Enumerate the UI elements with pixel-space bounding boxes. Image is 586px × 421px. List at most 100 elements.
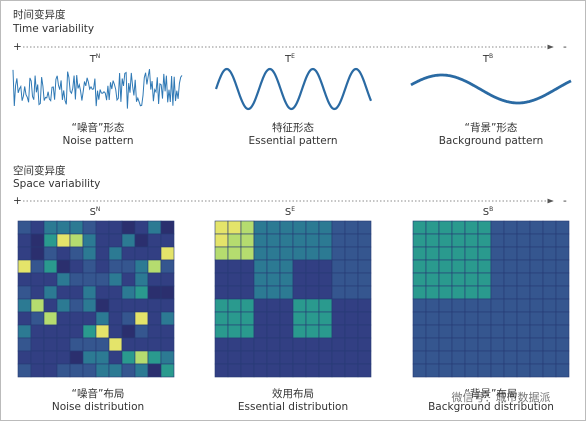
grid-cell	[412, 350, 427, 365]
grid-cell	[240, 350, 255, 365]
grid-cell	[214, 233, 229, 248]
grid-cell	[147, 246, 162, 261]
grid-cell	[279, 350, 294, 365]
grid-cell	[69, 272, 84, 287]
grid-cell	[266, 363, 281, 378]
grid-cell	[240, 311, 255, 326]
grid-cell	[227, 350, 242, 365]
grid-cell	[318, 259, 333, 274]
grid-cell	[451, 298, 466, 313]
grid-cell	[451, 350, 466, 365]
grid-cell	[464, 233, 479, 248]
panel-symbol: SB	[483, 206, 493, 219]
grid-cell	[555, 220, 570, 235]
grid-cell	[438, 298, 453, 313]
grid-cell	[279, 324, 294, 339]
grid-cell	[121, 233, 136, 248]
grid-cell	[425, 298, 440, 313]
grid-cell	[412, 272, 427, 287]
grid-cell	[214, 259, 229, 274]
grid-cell	[17, 337, 32, 352]
grid-cell	[214, 285, 229, 300]
grid-cell	[412, 363, 427, 378]
symbol-base: S	[285, 207, 291, 218]
grid-cell	[477, 363, 492, 378]
grid-cell	[82, 350, 97, 365]
grid-cell	[425, 363, 440, 378]
grid-cell	[542, 350, 557, 365]
axis-end: +	[13, 195, 22, 207]
grid-cell	[134, 337, 149, 352]
caption-en: Noise distribution	[52, 401, 144, 413]
grid-cell	[82, 285, 97, 300]
grid-cell	[412, 246, 427, 261]
grid-cell	[412, 259, 427, 274]
grid-cell	[121, 311, 136, 326]
caption-zh: 效用布局	[272, 387, 314, 400]
grid-cell	[412, 298, 427, 313]
grid-cell	[69, 311, 84, 326]
grid-cell	[555, 350, 570, 365]
grid-cell	[253, 363, 268, 378]
grid-cell	[121, 337, 136, 352]
panel-symbol: TE	[284, 53, 295, 66]
grid-cell	[344, 324, 359, 339]
caption-en: Background pattern	[439, 135, 544, 147]
grid-cell	[516, 363, 531, 378]
grid-cell	[529, 324, 544, 339]
grid-cell	[134, 220, 149, 235]
grid-cell	[477, 350, 492, 365]
caption-en: Noise pattern	[62, 135, 133, 147]
axis-end: +	[13, 41, 22, 53]
grid-cell	[503, 246, 518, 261]
grid-cell	[464, 220, 479, 235]
grid-cell	[344, 272, 359, 287]
grid-cell	[253, 311, 268, 326]
grid-cell	[438, 220, 453, 235]
section-title: 时间变异度	[13, 8, 66, 21]
grid-cell	[490, 363, 505, 378]
grid-cell	[30, 220, 45, 235]
grid-cell	[477, 233, 492, 248]
grid-cell	[69, 220, 84, 235]
grid-cell	[292, 311, 307, 326]
grid-cell	[503, 337, 518, 352]
grid-cell	[266, 350, 281, 365]
grid-cell	[30, 298, 45, 313]
grid-cell	[451, 272, 466, 287]
caption-en: Background distribution	[428, 401, 554, 413]
grid-cell	[503, 233, 518, 248]
grid-cell	[331, 272, 346, 287]
grid-cell	[357, 363, 372, 378]
panel-symbol: TB	[482, 53, 493, 66]
grid-cell	[318, 324, 333, 339]
grid-cell	[503, 311, 518, 326]
grid-cell	[95, 220, 110, 235]
grid-cell	[318, 363, 333, 378]
grid-cell	[555, 311, 570, 326]
grid-cell	[279, 220, 294, 235]
symbol-sup: B	[489, 206, 493, 213]
grid-cell	[292, 246, 307, 261]
grid-cell	[17, 363, 32, 378]
grid-cell	[147, 272, 162, 287]
grid-cell	[147, 233, 162, 248]
grid-cell	[451, 363, 466, 378]
grid-cell	[331, 285, 346, 300]
grid-cell	[43, 324, 58, 339]
grid-cell	[266, 298, 281, 313]
grid-cell	[542, 272, 557, 287]
grid-cell	[292, 259, 307, 274]
background-wave	[410, 73, 572, 105]
grid-cell	[17, 220, 32, 235]
grid-cell	[318, 220, 333, 235]
grid-cell	[82, 233, 97, 248]
caption-zh: “背景”形态	[465, 121, 518, 134]
grid-cell	[542, 259, 557, 274]
grid-cell	[214, 324, 229, 339]
grid-cell	[555, 246, 570, 261]
grid-cell	[344, 298, 359, 313]
grid-cell	[292, 233, 307, 248]
grid-cell	[214, 350, 229, 365]
grid-cell	[305, 311, 320, 326]
